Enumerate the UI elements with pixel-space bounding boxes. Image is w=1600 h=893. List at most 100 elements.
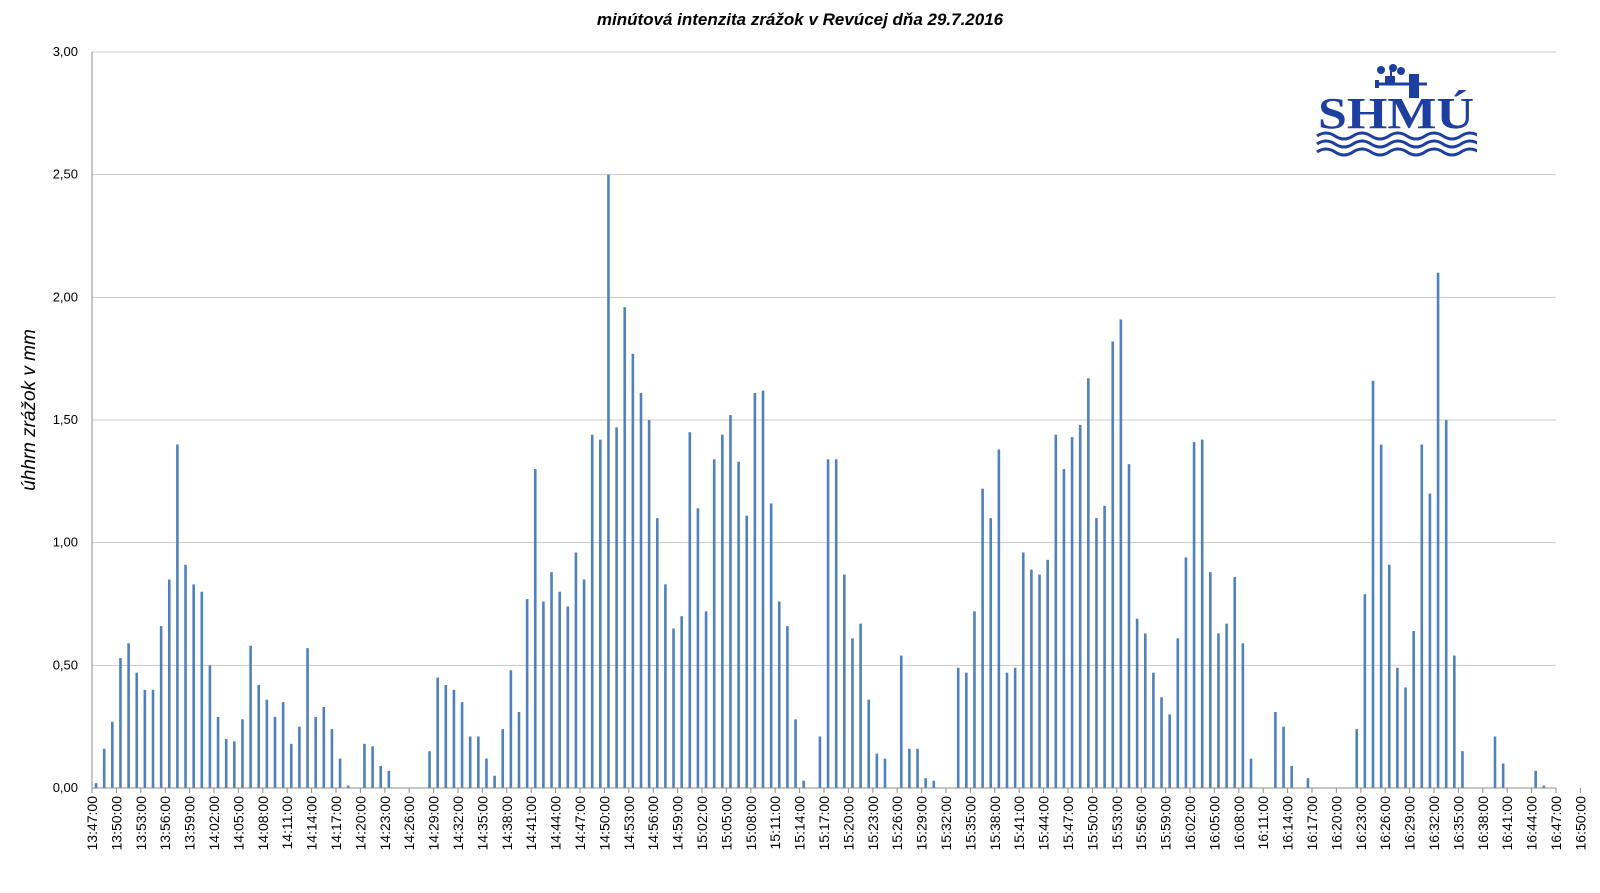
- bar: [1396, 667, 1399, 788]
- bar: [550, 572, 553, 788]
- bar: [1200, 439, 1204, 788]
- x-tick-label: 15:14:00: [792, 796, 808, 851]
- logo-text: SHMÚ: [1318, 89, 1474, 138]
- x-tick-label: 16:41:00: [1499, 796, 1515, 851]
- bar: [696, 508, 700, 788]
- bar: [655, 518, 659, 788]
- bar: [1168, 714, 1171, 788]
- x-tick-label: 14:50:00: [596, 796, 612, 851]
- grid-lines: [92, 51, 1556, 789]
- x-tick-label: 15:41:00: [1011, 796, 1027, 851]
- bar: [1013, 667, 1017, 788]
- bar: [1461, 751, 1464, 788]
- bar: [233, 741, 236, 788]
- x-tick-label: 15:59:00: [1158, 796, 1174, 851]
- bar: [1209, 572, 1212, 788]
- bar: [249, 645, 252, 788]
- x-tick-label: 16:44:00: [1524, 796, 1540, 851]
- bar: [973, 611, 976, 788]
- bar: [826, 459, 830, 788]
- bar: [916, 748, 919, 788]
- bar: [834, 459, 838, 788]
- bar: [525, 599, 529, 788]
- bar: [289, 743, 293, 788]
- x-tick-label: 14:23:00: [377, 796, 393, 851]
- x-tick-label: 15:38:00: [987, 796, 1003, 851]
- y-tick-label: 2,00: [53, 289, 78, 304]
- bar: [639, 393, 643, 788]
- x-tick-label: 14:47:00: [572, 796, 588, 851]
- bar: [843, 574, 846, 788]
- bar: [143, 689, 147, 788]
- bar: [956, 667, 960, 788]
- y-tick-label: 0,50: [53, 657, 78, 672]
- bar: [509, 670, 513, 788]
- x-tick-label: 15:35:00: [962, 796, 978, 851]
- bar: [1420, 444, 1424, 788]
- y-tick-label: 0,00: [53, 780, 78, 795]
- x-tick-label: 14:14:00: [304, 796, 320, 851]
- x-tick-label: 16:32:00: [1426, 796, 1442, 851]
- bar: [924, 778, 927, 788]
- x-tick-label: 14:32:00: [450, 796, 466, 851]
- bar: [631, 353, 635, 788]
- bar: [102, 748, 106, 788]
- bar: [899, 655, 903, 788]
- x-tick-label: 14:26:00: [401, 796, 417, 851]
- weather-station-icon: [1375, 64, 1427, 98]
- x-tick-label: 16:47:00: [1548, 796, 1564, 851]
- x-tick-label: 14:35:00: [474, 796, 490, 851]
- y-tick-label: 2,50: [53, 167, 78, 182]
- bar: [371, 746, 374, 788]
- x-tick-label: 16:08:00: [1231, 796, 1247, 851]
- bar: [745, 515, 749, 788]
- bar: [1192, 442, 1196, 788]
- bar: [558, 591, 561, 788]
- bar: [94, 783, 98, 788]
- bar: [338, 758, 342, 788]
- bar: [1225, 623, 1228, 788]
- bar: [1046, 559, 1049, 788]
- bar: [208, 665, 212, 788]
- x-tick-label: 16:02:00: [1182, 796, 1198, 851]
- bar: [1005, 672, 1009, 788]
- bar: [428, 751, 431, 788]
- x-tick-labels: 13:47:00 13:50:00 13:53:00 13:56:00 13:59:00…: [84, 796, 1588, 851]
- x-tick-label: 13:56:00: [157, 796, 173, 851]
- bar: [761, 390, 765, 788]
- bar: [981, 488, 984, 788]
- bar: [786, 626, 789, 788]
- bar: [851, 638, 854, 788]
- bar: [1152, 672, 1155, 788]
- x-tick-label: 13:53:00: [133, 796, 149, 851]
- x-tick-label: 13:47:00: [84, 796, 100, 851]
- x-tick-label: 15:50:00: [1084, 796, 1100, 851]
- y-tick-label: 1,00: [53, 535, 78, 550]
- x-tick-label: 14:41:00: [523, 796, 539, 851]
- bar: [1030, 569, 1033, 788]
- bar: [1493, 736, 1497, 788]
- x-tick-label: 15:11:00: [767, 796, 783, 850]
- bar: [1038, 574, 1041, 788]
- bar: [737, 461, 740, 788]
- bar: [582, 579, 586, 788]
- x-tick-label: 15:26:00: [889, 796, 905, 851]
- bar: [704, 611, 708, 788]
- bar: [1021, 552, 1025, 788]
- bar: [192, 584, 195, 788]
- bar: [346, 785, 350, 788]
- chart-title: minútová intenzita zrážok v Revúcej dňa …: [596, 10, 1004, 29]
- bar: [908, 748, 911, 788]
- bar: [533, 469, 537, 788]
- x-tick-label: 15:23:00: [865, 796, 881, 851]
- shmu-logo: SHMÚ: [1316, 64, 1477, 157]
- x-tick-label: 15:05:00: [718, 796, 734, 851]
- x-tick-label: 16:11:00: [1255, 796, 1271, 850]
- bar: [777, 601, 781, 788]
- bar: [1282, 726, 1285, 788]
- bar: [753, 393, 757, 788]
- x-tick-label: 15:08:00: [743, 796, 759, 851]
- bar: [1160, 697, 1163, 788]
- bar: [167, 579, 171, 788]
